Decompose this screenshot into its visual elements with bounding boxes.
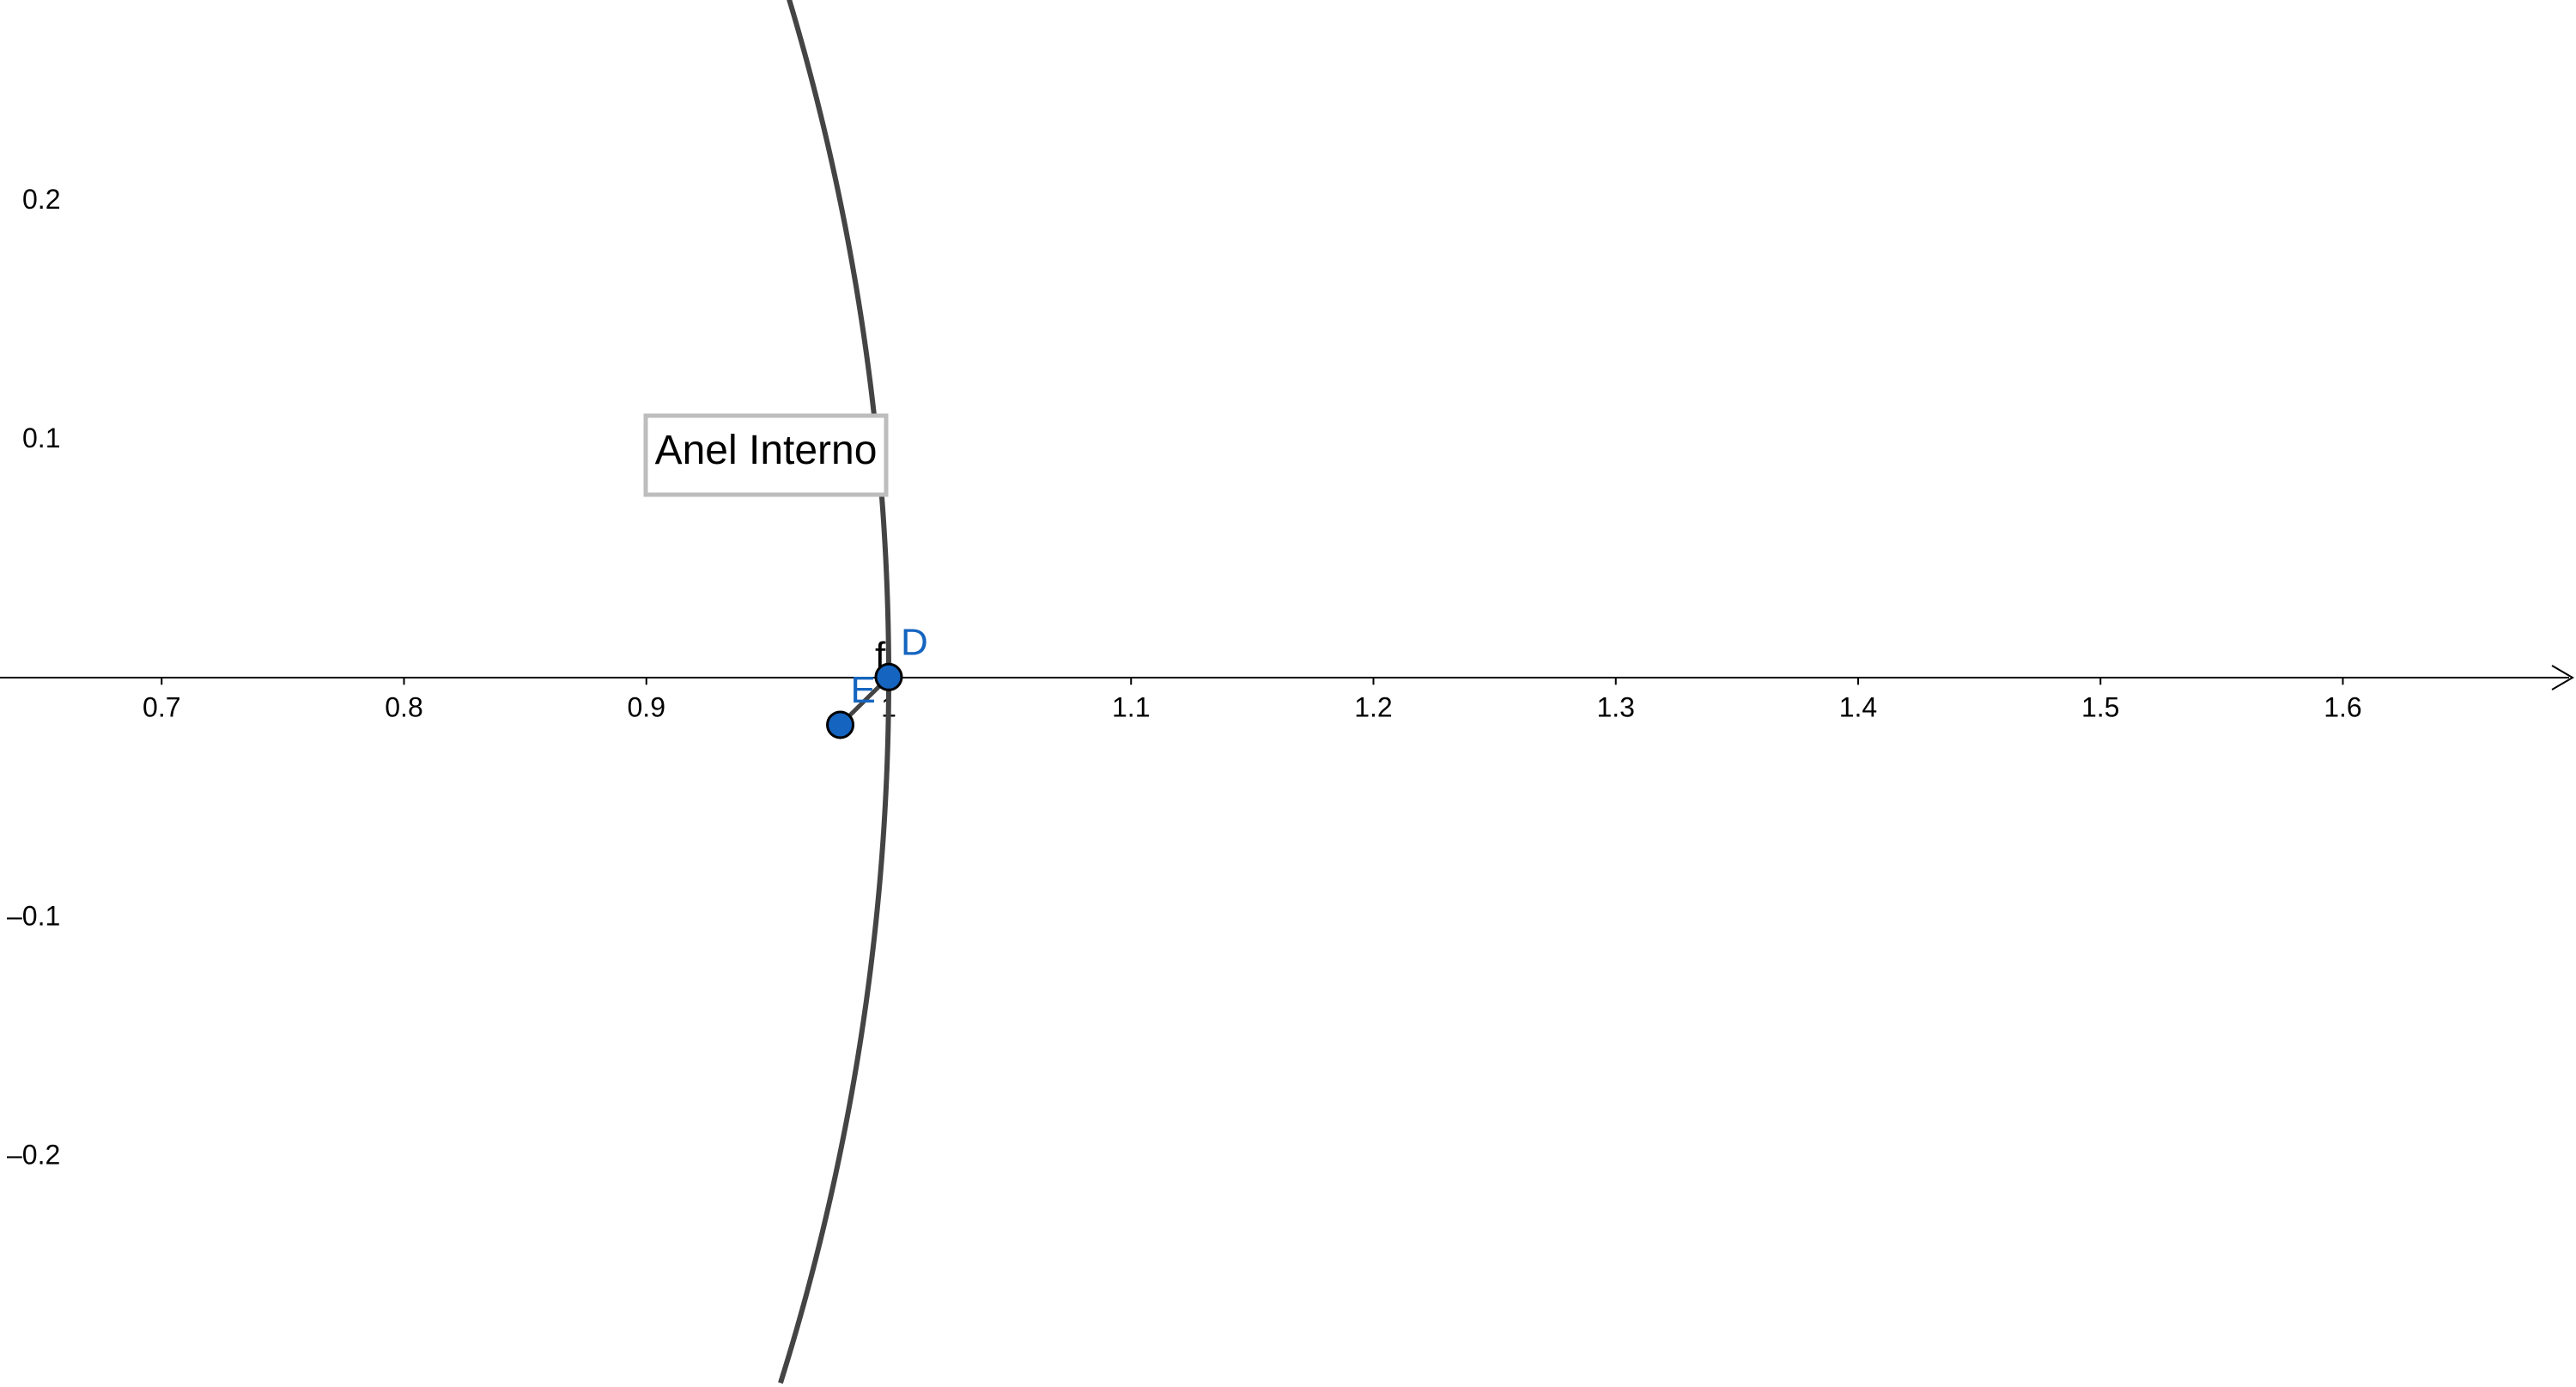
y-tick-label: 0.1 [22,423,60,453]
x-axis-ticks: 0.7 0.8 0.9 1 1.1 1.2 1.3 1.4 1.5 1.6 [143,677,2362,722]
x-tick-label: 1.4 [1839,691,1877,722]
text-box-border [643,413,889,497]
text-box-label: Anel Interno [655,428,878,473]
point-e[interactable] [826,710,855,739]
x-tick-label: 1.3 [1596,691,1634,722]
point-label-d: D [901,621,928,663]
text-box[interactable]: Anel Interno [643,413,889,497]
point-label-e: E [851,669,876,711]
x-tick-label: 0.9 [628,691,665,722]
x-tick-label: 1.6 [2324,691,2361,722]
x-tick-label: 0.8 [385,691,422,722]
y-tick-label: –0.2 [7,1140,60,1171]
points: DE [826,621,928,739]
x-axis-arrow-icon [2551,665,2574,690]
y-axis-ticks: 0.2 0.1 –0.1 –0.2 [7,184,60,1171]
x-tick-label: 1.2 [1354,691,1392,722]
x-tick-label: 1.1 [1112,691,1150,722]
x-tick-label: 1.5 [2081,691,2119,722]
point-d[interactable] [874,662,903,691]
y-tick-label: 0.2 [22,184,60,215]
y-tick-label: –0.1 [7,900,60,931]
x-tick-label: 0.7 [143,691,180,722]
